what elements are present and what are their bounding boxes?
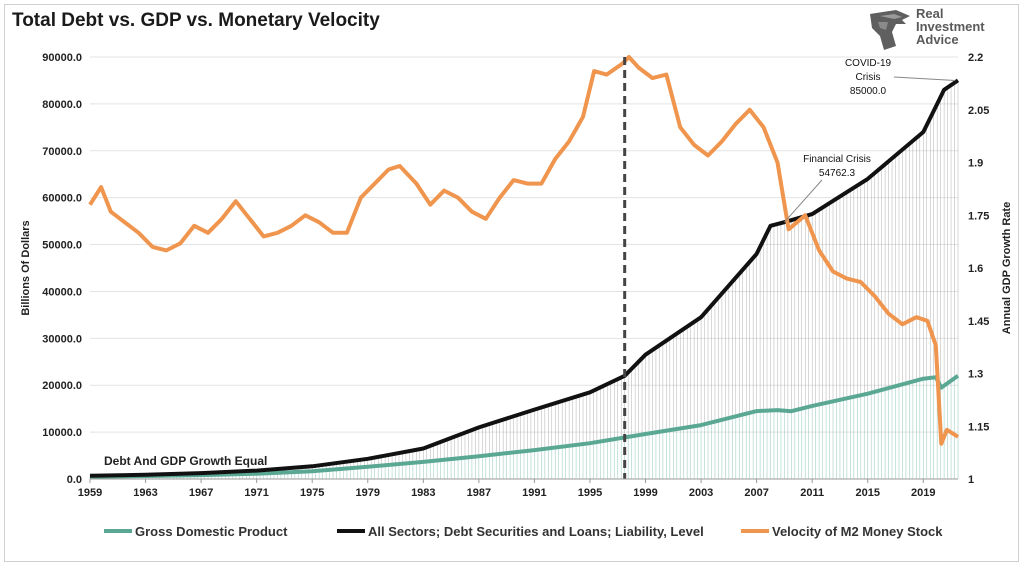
y-tick-label: 50000.0 <box>42 240 82 252</box>
y-right-tick-label: 2.2 <box>968 52 983 64</box>
x-tick-label: 1959 <box>78 487 102 499</box>
y-right-tick-label: 1 <box>968 474 974 486</box>
y-right-tick-label: 1.6 <box>968 263 983 275</box>
x-tick-label: 1979 <box>356 487 380 499</box>
x-tick-label: 1991 <box>522 487 546 499</box>
annotation-line: 54762.3 <box>819 168 856 179</box>
legend-label: All Sectors; Debt Securities and Loans; … <box>368 524 704 539</box>
y-tick-label: 30000.0 <box>42 333 82 345</box>
legend-debt: All Sectors; Debt Securities and Loans; … <box>337 524 704 539</box>
x-tick-label: 2015 <box>855 487 879 499</box>
financial-crisis-annotation: Financial Crisis 54762.3 <box>803 154 871 179</box>
x-tick-label: 1967 <box>189 487 213 499</box>
debt-series-line <box>89 78 960 478</box>
annotation-line: 85000.0 <box>850 86 887 97</box>
y-tick-label: 60000.0 <box>42 193 82 205</box>
legend: Gross Domestic Product All Sectors; Debt … <box>104 524 943 539</box>
annotation-line: Financial Crisis <box>803 154 871 165</box>
financial-crisis-leader <box>784 179 823 223</box>
annotation-line: Crisis <box>856 72 881 83</box>
y-tick-label: 80000.0 <box>42 99 82 111</box>
y-tick-label: 0.0 <box>67 474 82 486</box>
x-tick-label: 2003 <box>689 487 713 499</box>
x-tick-label: 1963 <box>133 487 157 499</box>
y-tick-label: 90000.0 <box>42 52 82 64</box>
logo-line-investment: Investment <box>916 19 985 34</box>
x-tick-label: 1975 <box>300 487 324 499</box>
logo-line-advice: Advice <box>916 32 959 47</box>
y-tick-label: 20000.0 <box>42 380 82 392</box>
series-lines <box>88 55 960 479</box>
legend-velocity: Velocity of M2 Money Stock <box>741 524 943 539</box>
y-right-tick-label: 1.3 <box>968 369 983 381</box>
y-right-tick-label: 1.75 <box>968 210 989 222</box>
covid-annotation-leader <box>893 76 956 81</box>
y-right-tick-label: 2.05 <box>968 105 989 117</box>
eagle-head-logo-icon <box>870 10 910 50</box>
y-axis-right-label: Annual GDP Growth Rate <box>1001 202 1013 334</box>
y-right-tick-label: 1.9 <box>968 158 983 170</box>
legend-label: Gross Domestic Product <box>135 524 288 539</box>
brand-logo: Real Investment Advice <box>866 6 1016 52</box>
annotations: COVID-19 Crisis 85000.0 Financial Crisis 547… <box>104 58 956 468</box>
legend-label: Velocity of M2 Money Stock <box>772 524 943 539</box>
y-tick-label: 10000.0 <box>42 427 82 439</box>
y-axis-left-ticks: 0.0 10000.0 20000.0 30000.0 40000.0 50000.0 60… <box>42 52 82 486</box>
x-axis-ticks: 1959 1963 1967 1971 1975 1979 1983 1987 1991 1995… <box>78 479 936 499</box>
debt-stems <box>89 80 959 477</box>
logo-line-real: Real <box>916 6 944 21</box>
x-tick-label: 1983 <box>411 487 435 499</box>
x-tick-label: 2011 <box>800 487 824 499</box>
y-axis-right-ticks: 1 1.15 1.3 1.45 1.6 1.75 1.9 2.05 2.2 <box>968 52 989 486</box>
x-tick-label: 1971 <box>244 487 268 499</box>
legend-gdp: Gross Domestic Product <box>104 524 288 539</box>
y-right-tick-label: 1.45 <box>968 316 989 328</box>
y-right-tick-label: 1.15 <box>968 421 989 433</box>
covid-annotation: COVID-19 Crisis 85000.0 <box>845 58 892 97</box>
chart-frame <box>4 4 1019 562</box>
x-tick-label: 1995 <box>578 487 602 499</box>
y-tick-label: 40000.0 <box>42 286 82 298</box>
debt-gdp-equal-annotation: Debt And GDP Growth Equal <box>104 454 267 468</box>
x-tick-label: 1987 <box>467 487 491 499</box>
annotation-line: COVID-19 <box>845 58 892 69</box>
gdp-series-line <box>89 374 960 479</box>
y-tick-label: 70000.0 <box>42 146 82 158</box>
y-axis-left-label: Billions Of Dollars <box>20 220 32 315</box>
x-tick-label: 2007 <box>744 487 768 499</box>
x-tick-label: 2019 <box>911 487 935 499</box>
velocity-series-line <box>88 55 960 446</box>
chart-title: Total Debt vs. GDP vs. Monetary Velocity <box>12 10 380 31</box>
gdp-stems <box>89 375 959 479</box>
x-tick-label: 1999 <box>633 487 657 499</box>
